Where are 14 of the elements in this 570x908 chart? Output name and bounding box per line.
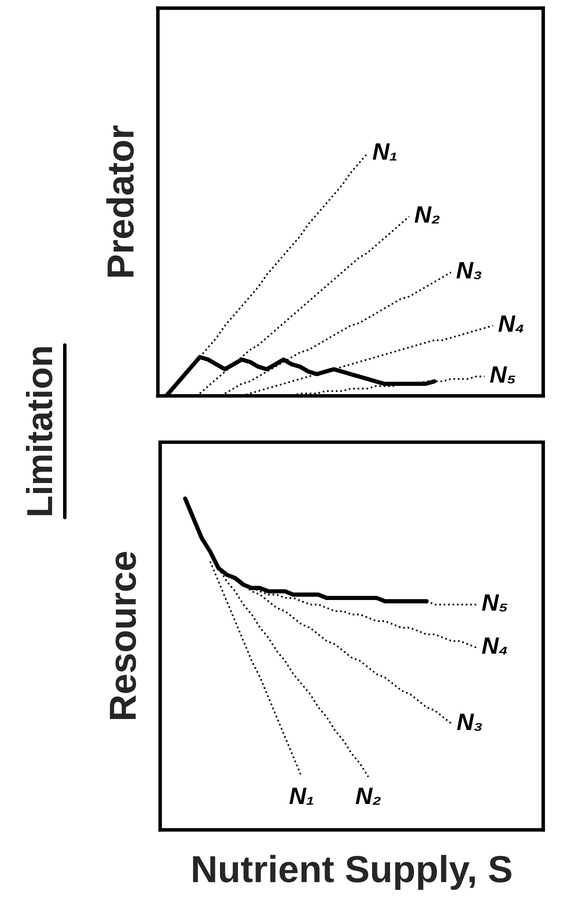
text: Limitation bbox=[26, 347, 52, 516]
series-label: N₅ bbox=[490, 366, 516, 384]
series-label: N₃ bbox=[457, 714, 482, 731]
y-axis-title: Resource bbox=[110, 552, 136, 719]
series-label: N₅ bbox=[482, 594, 508, 612]
series-label: N₂ bbox=[356, 788, 381, 805]
series-label: N₄ bbox=[482, 638, 508, 655]
y-axis-title: Predator bbox=[106, 125, 134, 277]
series-label: N₁ bbox=[372, 143, 397, 160]
x-axis-title: Nutrient Supply, S bbox=[193, 854, 512, 890]
series-label: N₂ bbox=[414, 206, 440, 224]
series-label: N₁ bbox=[289, 788, 314, 805]
series-label: N₃ bbox=[456, 262, 482, 280]
series-label: N₄ bbox=[498, 315, 524, 333]
